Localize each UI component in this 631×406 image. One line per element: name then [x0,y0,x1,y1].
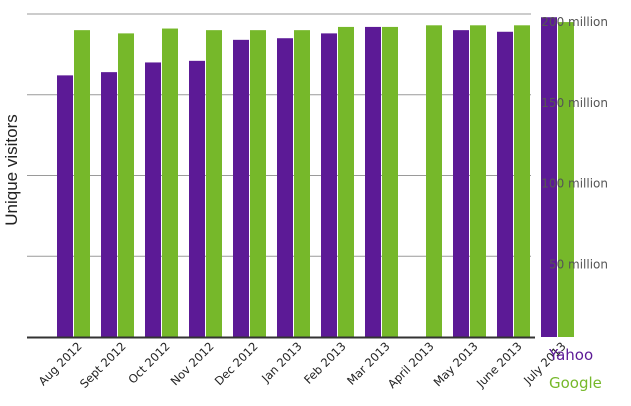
bar-yahoo-4 [233,39,249,338]
y-tick-label: 200 million [541,15,608,29]
bar-google-1 [118,33,134,337]
bar-yahoo-5 [277,38,293,337]
y-axis-ticks: 50 million 100 million 150 million 200 mill… [541,15,608,271]
bar-yahoo-9 [453,30,469,338]
x-tick-label: Sept 2012 [77,339,129,391]
x-tick-label: Oct 2012 [125,339,172,386]
bar-google-8 [426,25,442,338]
legend-item-yahoo: Yahoo [548,346,593,364]
bar-yahoo-11 [541,17,557,337]
bar-google-0 [74,30,90,338]
y-axis-label: Unique visitors [2,114,21,226]
bar-google-10 [514,25,530,338]
bar-google-2 [162,28,178,337]
bar-yahoo-2 [145,62,161,337]
x-tick-label: June 2013 [473,339,525,391]
legend: Yahoo Google [548,346,602,392]
x-tick-label: May 2013 [431,339,481,389]
y-tick-label: 100 million [541,177,608,191]
bar-yahoo-3 [189,60,205,338]
x-tick-label: Feb 2013 [301,339,349,387]
bar-yahoo-1 [101,72,117,337]
y-tick-label: 150 million [541,96,608,110]
bar-yahoo-7 [365,26,381,337]
bar-google-9 [470,25,486,338]
bar-google-7 [382,26,398,337]
bar-google-11 [558,22,574,337]
x-tick-label: Dec 2012 [212,339,261,388]
bar-yahoo-10 [497,31,513,337]
bars [57,17,574,338]
bar-google-5 [294,30,310,338]
bar-google-6 [338,26,354,337]
bar-google-4 [250,30,266,338]
bar-yahoo-6 [321,33,337,337]
bar-google-3 [206,30,222,338]
x-tick-label: Jan 2013 [258,339,304,385]
y-tick-label: 50 million [549,257,608,271]
x-tick-label: April 2013 [385,339,437,391]
legend-item-google: Google [549,374,602,392]
x-tick-label: Nov 2012 [168,339,217,388]
bar-yahoo-0 [57,75,73,338]
